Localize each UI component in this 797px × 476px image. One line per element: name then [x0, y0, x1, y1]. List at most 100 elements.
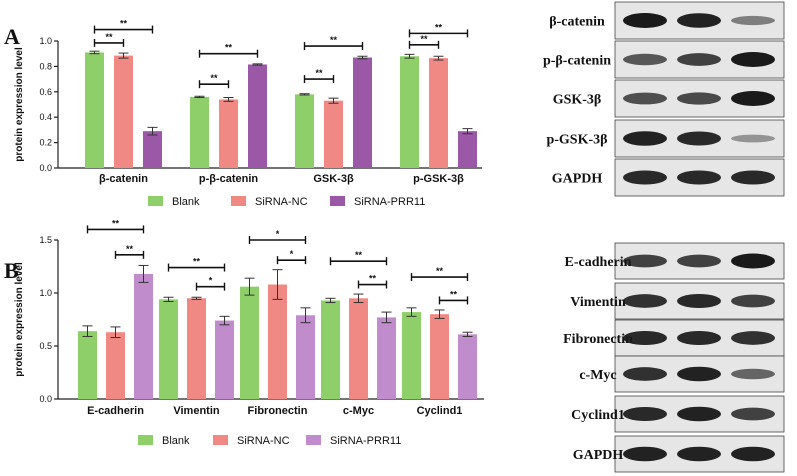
bar-sirna-prr11 — [248, 64, 267, 168]
y-tick-label: 1.5 — [39, 235, 52, 245]
category-label: Vimentin — [173, 405, 220, 417]
chart-a: 0.0 0.2 0.4 0.6 0.8 1.0 protein expression lev… — [14, 19, 482, 208]
category-label: GSK-3β — [313, 173, 354, 185]
blot-band — [623, 254, 667, 268]
bar-sirna-nc — [430, 314, 449, 399]
y-tick-label: 0.2 — [39, 138, 52, 148]
blot-band — [623, 53, 667, 66]
legend-swatch — [231, 196, 246, 206]
significance-label: ** — [369, 274, 377, 284]
significance-label: ** — [420, 34, 428, 44]
bar-sirna-nc — [114, 55, 133, 169]
category-label: β-catenin — [99, 173, 148, 185]
blot-band — [623, 406, 667, 422]
blot-band — [731, 331, 775, 345]
blot-label: GAPDH — [552, 172, 603, 187]
significance-label: ** — [112, 218, 120, 228]
bar-sirna-nc — [219, 99, 238, 168]
y-tick-label: 0.0 — [39, 394, 52, 404]
bar-blank — [240, 286, 259, 399]
legend-label: SiRNA-PRR11 — [354, 196, 425, 208]
y-tick-label: 1.0 — [39, 288, 52, 298]
blot-panel-b: E-cadherin Vimentin Fibronectin c-Myc Cyclin… — [563, 242, 785, 473]
blot-label: E-cadherin — [565, 255, 632, 270]
blot-band — [731, 91, 775, 106]
legend-swatch — [213, 435, 228, 445]
blot-band — [623, 446, 667, 462]
y-tick-label: 0.5 — [39, 341, 52, 351]
bar-blank — [78, 331, 97, 399]
blot-panel-a: β-catenin p-β-catenin GSK-3β p-GSK-3β GAPDH — [543, 1, 785, 197]
y-tick-label: 0.6 — [39, 87, 52, 97]
bar-blank — [402, 312, 421, 399]
blot-band — [677, 406, 721, 422]
blot-band — [623, 92, 667, 105]
blot-label: Fibronectin — [563, 332, 633, 347]
bar-sirna-prr11 — [296, 315, 315, 399]
blot-label: c-Myc — [579, 368, 616, 383]
blot-band — [731, 407, 775, 421]
blot-band — [677, 330, 721, 346]
bar-sirna-nc — [429, 58, 448, 168]
blot-band — [623, 330, 667, 346]
y-axis-label: protein expression level — [14, 262, 25, 377]
legend-swatch — [306, 435, 321, 445]
bar-sirna-prr11 — [143, 131, 162, 168]
bar-sirna-nc — [349, 298, 368, 399]
blot-label: β-catenin — [549, 15, 605, 30]
category-label: E-cadherin — [87, 405, 144, 417]
category-label: Cyclind1 — [417, 405, 463, 417]
bar-sirna-nc — [187, 298, 206, 399]
blot-label: GSK-3β — [553, 93, 602, 108]
blot-band — [677, 293, 721, 309]
blot-band — [677, 170, 721, 185]
blot-band — [677, 254, 721, 268]
category-label: c-Myc — [343, 405, 374, 417]
significance-label: ** — [450, 289, 458, 299]
bar-sirna-prr11 — [353, 57, 372, 169]
legend-swatch — [138, 435, 153, 445]
significance-label: ** — [355, 250, 363, 260]
bar-sirna-prr11 — [458, 334, 477, 399]
legend-label: Blank — [172, 196, 200, 208]
significance-label: ** — [193, 257, 201, 267]
significance-label: * — [209, 276, 213, 286]
bar-blank — [159, 299, 178, 399]
bar-blank — [190, 96, 209, 168]
y-tick-label: 0.0 — [39, 163, 52, 173]
significance-label: * — [290, 249, 294, 259]
blot-label: p-GSK-3β — [546, 133, 607, 148]
bar-sirna-prr11 — [215, 320, 234, 399]
y-tick-label: 0.8 — [39, 61, 52, 71]
blot-label: p-β-catenin — [543, 54, 611, 69]
category-label: p-β-catenin — [199, 173, 259, 185]
legend-label: SiRNA-PRR11 — [330, 435, 401, 447]
panel-letter-b: B — [4, 258, 19, 283]
category-label: p-GSK-3β — [413, 173, 464, 185]
significance-label: ** — [210, 73, 218, 83]
legend-label: SiRNA-NC — [255, 196, 308, 208]
category-label: Fibronectin — [248, 405, 308, 417]
legend-swatch — [330, 196, 345, 206]
legend-swatch — [148, 196, 163, 206]
bar-blank — [295, 94, 314, 168]
blot-band — [623, 367, 667, 381]
bar-sirna-prr11 — [377, 317, 396, 399]
blot-band — [731, 15, 775, 26]
significance-label: ** — [120, 19, 128, 29]
blot-band — [623, 170, 667, 185]
panel-letter-a: A — [4, 24, 20, 49]
chart-b: 0.0 0.5 1.0 1.5 protein expression level E-ca… — [14, 218, 484, 447]
bar-sirna-prr11 — [134, 273, 153, 399]
blot-band — [623, 131, 667, 146]
significance-label: ** — [225, 43, 233, 53]
blot-band — [677, 366, 721, 382]
significance-label: ** — [436, 266, 444, 276]
blot-band — [731, 134, 775, 143]
blot-label: Cyclind1 — [571, 408, 625, 423]
blot-band — [731, 253, 775, 269]
y-axis-label: protein expression level — [14, 47, 25, 162]
significance-label: ** — [315, 68, 323, 78]
legend-label: SiRNA-NC — [237, 435, 290, 447]
